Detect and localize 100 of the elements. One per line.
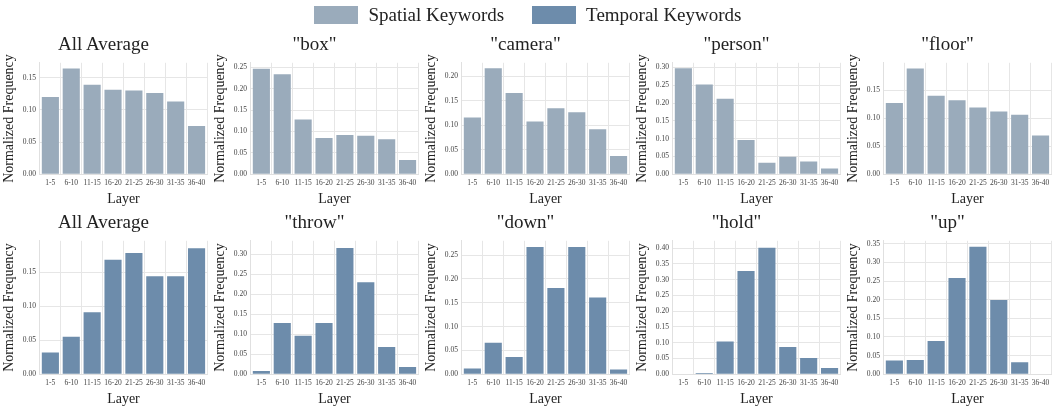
bar [1031,135,1050,174]
bar [990,111,1008,174]
bar [167,276,185,374]
bar [758,247,776,374]
bar [273,74,291,174]
bar [969,107,987,174]
legend-label: Spatial Keywords [368,4,505,26]
bar [484,68,502,174]
y-axis-title: Normalized Frequency [845,54,861,183]
chart-title: "box" [292,33,337,55]
bar [378,347,396,374]
bar [463,368,481,374]
chart-title: "camera" [490,33,561,55]
bar [547,108,565,174]
bar [273,323,291,374]
y-axis-title: Normalized Frequency [1,54,17,183]
y-axis-title: Normalized Frequency [1,243,17,372]
bar [990,300,1008,374]
bar [716,341,734,374]
bar [315,137,333,174]
bar [547,287,565,374]
x-axis-title: Layer [107,191,141,207]
y-axis-title: Normalized Frequency [212,243,228,372]
bar [357,135,375,174]
bar [568,246,586,374]
bar [336,134,354,174]
bar [779,347,797,374]
bar [885,360,903,374]
bar [188,125,206,174]
bar [779,156,797,174]
bar [484,342,502,374]
x-axis-title: Layer [951,391,985,407]
chart-title: "floor" [921,33,974,55]
chart-title: All Average [58,33,149,55]
bar [252,371,270,374]
bar [505,357,523,374]
y-axis-title: Normalized Frequency [212,54,228,183]
chart-title: All Average [58,211,149,233]
bar [336,247,354,374]
x-axis-title: Layer [318,391,352,407]
bar [821,367,839,374]
bar [188,248,206,374]
bar [125,253,143,374]
bar [146,276,164,374]
bar [589,129,607,174]
y-axis-title: Normalized Frequency [423,54,439,183]
bar [948,278,966,374]
chart-title: "person" [703,33,770,55]
bar [758,162,776,174]
bar [906,360,924,374]
bar [399,160,417,174]
bar [927,341,945,374]
bar [800,358,818,374]
chart-title: "down" [496,211,555,233]
bar [505,93,523,174]
bar [104,259,122,374]
bar [62,336,80,374]
bar [83,312,101,374]
bar [526,121,544,174]
x-axis-title: Layer [740,191,774,207]
bar [167,101,185,174]
y-axis-title: Normalized Frequency [634,243,650,372]
x-axis-title: Layer [529,191,563,207]
bar [399,367,417,374]
x-axis-title: Layer [318,191,352,207]
bar [83,84,101,174]
chart-title: "hold" [711,211,762,233]
x-axis-title: Layer [740,391,774,407]
bar [948,100,966,174]
bar [716,98,734,174]
bar [969,246,987,374]
y-axis-title: Normalized Frequency [634,54,650,183]
bar [41,96,59,174]
bar [737,140,755,174]
bar [885,103,903,174]
bar [906,68,924,174]
bar [125,90,143,174]
x-axis-title: Layer [107,391,141,407]
x-axis-title: Layer [951,191,985,207]
bar [62,68,80,174]
bar [568,112,586,174]
bar [1011,114,1029,174]
bar [463,117,481,174]
bar [526,246,544,374]
bar [610,369,628,374]
x-axis-title: Layer [529,391,563,407]
bar [821,168,839,174]
chart-title: "up" [930,211,965,233]
bar [146,93,164,174]
bar [927,95,945,174]
chart-title: "throw" [284,211,345,233]
y-axis-title: Normalized Frequency [845,243,861,372]
bar [294,119,312,174]
bar [41,352,59,374]
bar [737,271,755,374]
bar [315,323,333,374]
bar [104,89,122,174]
bar [294,335,312,374]
bar [800,161,818,174]
legend-label: Temporal Keywords [586,4,742,26]
